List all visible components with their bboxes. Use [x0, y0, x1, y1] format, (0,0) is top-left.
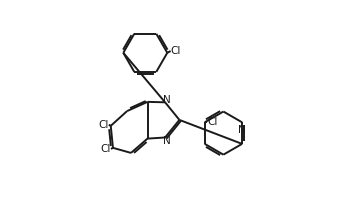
Text: Cl: Cl	[98, 120, 109, 130]
Text: N: N	[238, 125, 246, 135]
Text: Cl: Cl	[170, 46, 181, 56]
Text: Cl: Cl	[100, 144, 111, 154]
Text: N: N	[163, 95, 171, 105]
Text: Cl: Cl	[207, 117, 217, 127]
Text: N: N	[163, 136, 171, 146]
